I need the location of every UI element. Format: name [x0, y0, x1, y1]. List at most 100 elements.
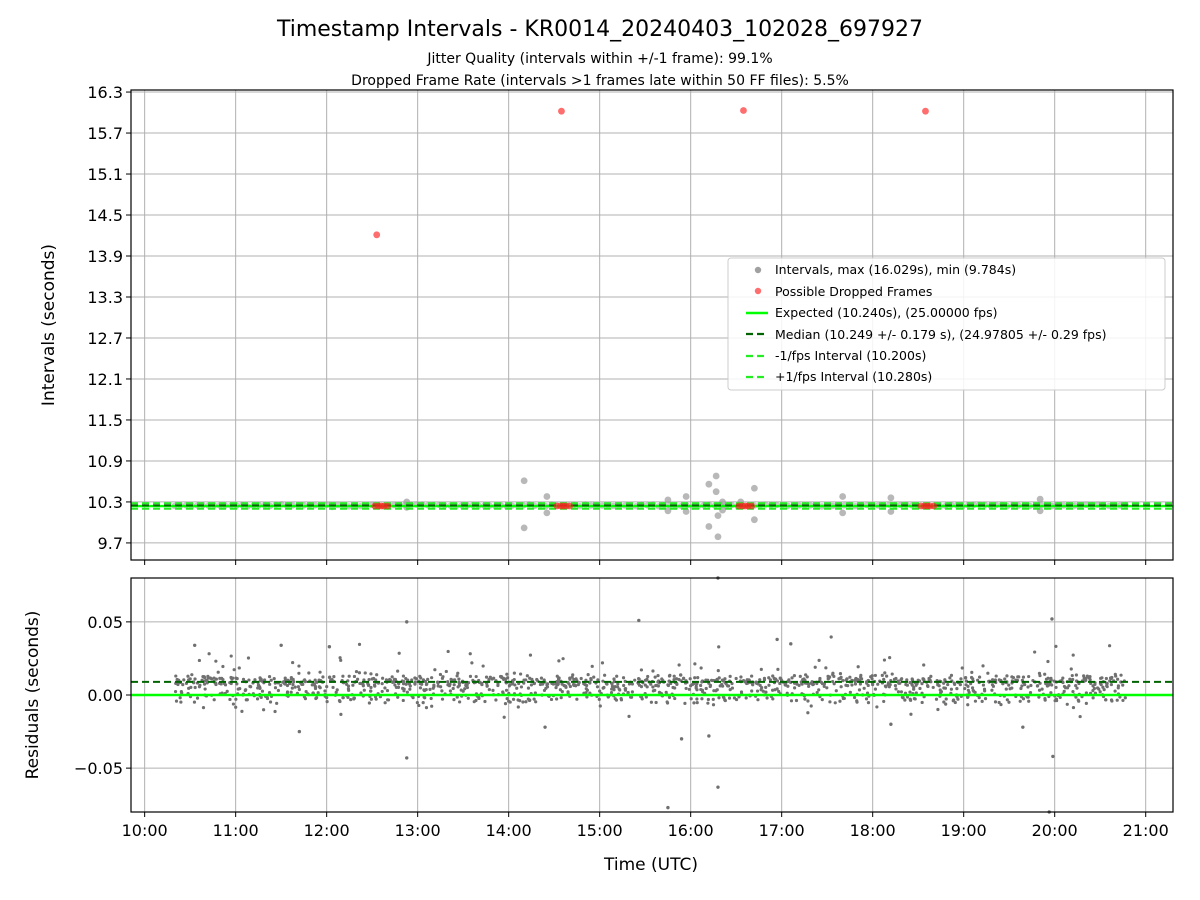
residual-point: [484, 675, 489, 679]
residual-point: [717, 696, 721, 700]
residual-point: [404, 682, 408, 686]
residual-point: [345, 682, 349, 686]
residual-point: [258, 685, 262, 689]
residual-point: [784, 683, 788, 687]
residual-point: [803, 697, 807, 701]
residual-point: [505, 696, 509, 701]
residual-point: [952, 698, 956, 702]
residual-point: [672, 678, 676, 682]
residual-point: [1107, 644, 1112, 648]
residual-point: [1071, 653, 1075, 657]
residual-point: [323, 689, 327, 693]
residual-point: [615, 674, 619, 678]
residual-point: [383, 701, 387, 705]
residual-point: [1110, 675, 1114, 680]
residual-point: [339, 712, 343, 716]
residual-point: [871, 683, 875, 687]
residual-point: [914, 691, 918, 695]
dropped-frame-point: [373, 231, 381, 239]
residual-point: [1121, 683, 1125, 687]
residual-point: [341, 674, 345, 678]
residual-point: [834, 689, 838, 693]
residual-point: [455, 674, 459, 678]
residual-point: [405, 620, 409, 624]
x-tick-label: 12:00: [304, 821, 350, 840]
residual-point: [494, 698, 498, 702]
residual-point: [413, 676, 417, 680]
residual-point: [203, 676, 207, 680]
residual-point: [747, 678, 751, 682]
residual-point: [444, 669, 448, 674]
residual-point: [789, 699, 794, 703]
residual-point: [526, 686, 531, 690]
residual-point: [649, 700, 653, 704]
residual-point: [949, 687, 953, 691]
residual-point: [944, 702, 948, 706]
residual-point: [991, 684, 995, 688]
residual-point: [297, 671, 301, 675]
residual-point: [997, 678, 1001, 682]
interval-point: [714, 533, 722, 541]
residual-point: [721, 684, 725, 688]
residual-point: [897, 681, 901, 685]
residual-point: [373, 684, 377, 688]
residual-point: [826, 674, 830, 678]
residual-point: [549, 697, 554, 702]
residual-point: [186, 674, 190, 678]
residual-point: [290, 686, 294, 690]
residual-point: [969, 682, 973, 686]
residual-point: [873, 687, 878, 691]
residual-point: [977, 696, 981, 700]
residual-point: [246, 656, 251, 660]
residual-point: [231, 702, 236, 706]
residual-point: [882, 699, 886, 704]
residual-point: [426, 677, 430, 681]
residual-point: [739, 675, 743, 679]
residual-point: [841, 696, 845, 701]
residual-point: [893, 683, 898, 688]
residual-point: [513, 683, 517, 687]
residual-point: [528, 653, 533, 657]
residual-point: [610, 682, 614, 686]
dropped-frame-point: [566, 502, 574, 510]
residual-point: [491, 688, 495, 692]
residual-point: [458, 700, 462, 704]
residual-point: [546, 682, 550, 686]
residual-point: [633, 678, 637, 682]
residual-point: [430, 704, 434, 708]
residual-point: [963, 686, 967, 691]
residual-point: [441, 675, 445, 679]
interval-point: [664, 496, 672, 504]
residual-point: [1007, 683, 1011, 687]
residual-point: [1116, 686, 1120, 690]
residual-point: [626, 690, 630, 695]
residual-point: [848, 690, 852, 694]
residual-point: [858, 682, 862, 686]
residual-point: [800, 682, 804, 686]
residual-point: [712, 689, 716, 693]
intervals-y-tick-label: 12.7: [87, 329, 123, 348]
residual-point: [1023, 682, 1027, 687]
residual-point: [1054, 685, 1058, 690]
residual-point: [269, 678, 273, 682]
residual-point: [828, 700, 832, 704]
residual-point: [525, 674, 529, 678]
residual-point: [325, 685, 329, 689]
intervals-y-tick-label: 13.3: [87, 288, 123, 307]
residual-point: [600, 661, 605, 665]
residual-point: [212, 698, 216, 702]
residual-point: [240, 709, 244, 713]
residual-point: [283, 676, 287, 680]
residual-point: [824, 666, 828, 670]
residual-point: [205, 678, 209, 682]
residual-point: [1036, 684, 1040, 688]
residual-point: [946, 682, 950, 687]
residual-point: [1070, 673, 1074, 678]
residual-point: [401, 698, 405, 703]
residual-point: [193, 685, 197, 690]
residual-point: [422, 695, 426, 699]
residual-point: [920, 681, 924, 686]
residual-point: [410, 678, 414, 682]
residual-point: [880, 673, 884, 677]
residual-point: [829, 635, 833, 639]
